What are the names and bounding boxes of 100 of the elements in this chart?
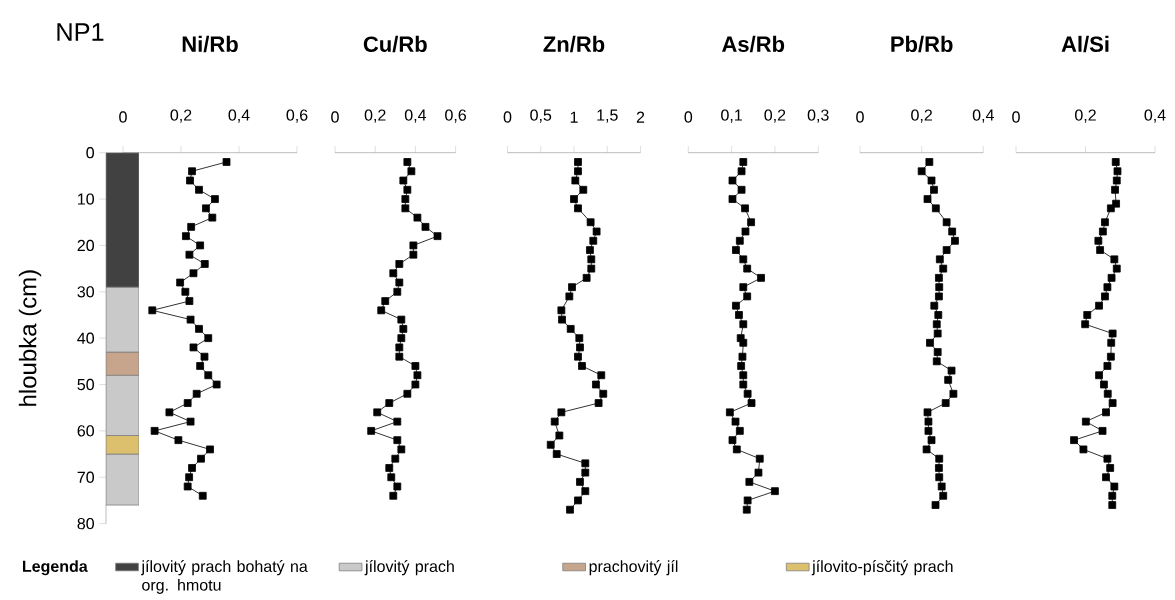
point [409, 250, 418, 259]
point [403, 389, 412, 398]
point [1108, 399, 1117, 407]
point [574, 352, 582, 361]
point [395, 352, 404, 361]
point [576, 478, 584, 486]
point [737, 362, 745, 370]
x-tick-label: 0,6 [445, 109, 467, 123]
point [942, 246, 951, 254]
point [581, 487, 590, 496]
point [211, 195, 219, 203]
point [947, 366, 956, 375]
chart-title: Zn/Rb [543, 35, 605, 53]
point [401, 195, 410, 203]
point [586, 218, 595, 227]
point [1099, 227, 1107, 236]
point [411, 380, 420, 389]
point [196, 362, 205, 370]
point [409, 241, 418, 250]
point [728, 195, 737, 203]
point [1103, 283, 1112, 292]
point [592, 227, 601, 236]
x-tick-label: 0,6 [286, 109, 308, 123]
point [181, 287, 190, 296]
point [739, 320, 748, 329]
chart-title: NP1 [57, 23, 104, 41]
point [594, 399, 603, 407]
point [755, 454, 764, 463]
point [399, 325, 408, 333]
point [185, 250, 194, 259]
chart-title: Al/Si [1061, 35, 1109, 53]
point [185, 297, 194, 305]
point [933, 348, 942, 356]
x-tick-label: 0 [503, 111, 512, 123]
point [1106, 464, 1115, 472]
point [587, 255, 596, 264]
point [189, 343, 198, 352]
point [739, 380, 748, 389]
point [951, 236, 959, 245]
point [1107, 352, 1115, 361]
chart-title: Ni/Rb [182, 35, 238, 53]
x-tick-label: 0,2 [170, 109, 192, 123]
y-tick-label: 30 [77, 286, 94, 298]
point [381, 297, 390, 305]
legend-label: jílovitý prach bohatý na org. hmotu [141, 560, 308, 594]
point [565, 292, 574, 301]
x-tick-label: 0 [1012, 111, 1020, 123]
point [550, 417, 559, 426]
point [939, 491, 948, 500]
point [741, 227, 750, 236]
x-tick-label: 1 [570, 111, 578, 123]
x-tick-label: 0 [119, 111, 127, 123]
point [1111, 158, 1120, 166]
legend-label: jílovitý prach [364, 560, 454, 576]
point [570, 195, 578, 203]
point [411, 362, 420, 370]
point [192, 389, 201, 398]
point [743, 264, 752, 273]
point [391, 454, 400, 463]
point [395, 278, 404, 287]
point [1110, 255, 1119, 264]
point [195, 185, 203, 194]
point [373, 408, 382, 417]
point [1098, 427, 1107, 435]
point [754, 468, 763, 477]
point [589, 236, 598, 245]
point [927, 176, 936, 185]
point [935, 274, 943, 282]
point [1095, 301, 1103, 310]
point [739, 338, 748, 347]
y-tick-label: 70 [77, 471, 94, 483]
point [735, 427, 744, 435]
point [743, 292, 752, 301]
point [397, 334, 406, 343]
point [208, 213, 217, 222]
point [399, 176, 408, 185]
point [924, 427, 933, 435]
point [557, 306, 566, 315]
point [389, 491, 398, 500]
x-tick-label: 0,2 [764, 109, 786, 123]
point [1079, 445, 1088, 454]
point [1107, 204, 1115, 213]
point [148, 306, 157, 315]
point [926, 338, 934, 347]
point [555, 431, 564, 440]
point [1111, 185, 1119, 194]
point [930, 185, 938, 194]
point [182, 232, 190, 241]
point [387, 473, 396, 482]
point [1107, 274, 1116, 282]
point [924, 417, 933, 426]
y-tick-label: 50 [77, 378, 94, 391]
point [923, 195, 932, 203]
point [743, 496, 752, 505]
point [176, 278, 184, 287]
point [737, 167, 746, 176]
point [174, 436, 183, 445]
point [1107, 338, 1116, 347]
point [393, 482, 402, 491]
point [189, 269, 198, 278]
